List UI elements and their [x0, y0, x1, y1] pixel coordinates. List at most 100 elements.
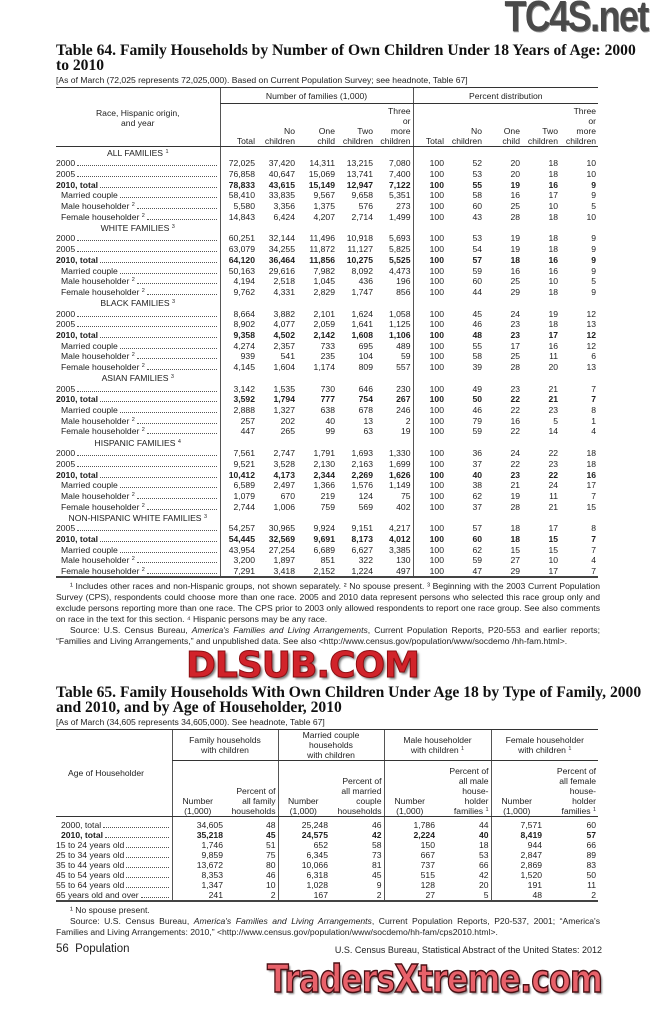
data-cell: 19 — [400, 426, 411, 437]
group-label: NON-HISPANIC WHITE FAMILIES 3 — [68, 512, 207, 523]
data-cell: 6,589 — [219, 479, 257, 491]
dot-leader — [126, 840, 169, 848]
row-label: 2005 — [56, 383, 220, 394]
empty-cell — [560, 437, 598, 448]
row-label-wrap: 2000 — [56, 448, 220, 458]
column-header: One child — [297, 103, 337, 147]
row-label-wrap: Female householder 2 — [56, 212, 220, 222]
data-cell: 73 — [371, 849, 382, 860]
data-cell: 78,833 — [219, 179, 257, 191]
dot-leader — [103, 820, 169, 828]
data-cell: 17 — [522, 565, 560, 578]
data-cell: 13,741 — [346, 169, 373, 180]
table-row: 2005 9,521 3,528 2,130 2,163 1,699 100 37 22 23 18 — [56, 458, 598, 470]
data-cell: 652 — [277, 839, 330, 850]
row-label: Male householder 2 — [56, 491, 220, 502]
source-suffix: , Current Population Reports, P20-537, 2… — [56, 916, 600, 938]
row-label-wrap: 65 years old and over — [56, 890, 172, 901]
data-cell: 23 — [510, 329, 520, 340]
data-cell: 17 — [548, 523, 558, 534]
empty-cell — [412, 436, 446, 448]
data-cell: 9,859 — [171, 849, 225, 860]
row-label-text: Male householder 2 — [61, 276, 135, 287]
empty-cell — [337, 147, 375, 159]
data-cell: 59 — [472, 555, 482, 566]
data-cell: 100 — [412, 329, 446, 341]
row-label-text: 2010, total — [56, 533, 99, 544]
data-cell: 66 — [478, 860, 489, 871]
data-cell: 557 — [396, 362, 411, 373]
data-cell: 8,664 — [219, 308, 257, 319]
footnote-marker: 3 — [170, 374, 174, 381]
row-label: 2000 — [56, 158, 220, 169]
data-cell: 18 — [548, 169, 558, 180]
row-label: Married couple — [56, 340, 220, 351]
row-label-text: 2000 — [56, 233, 76, 244]
dot-leader — [100, 330, 217, 338]
data-cell: 53 — [472, 233, 482, 244]
data-cell: 38 — [472, 480, 482, 491]
dot-leader — [136, 276, 217, 285]
row-label-text: 2005 — [56, 169, 76, 180]
data-cell: 58 — [472, 190, 482, 201]
empty-cell — [375, 297, 413, 308]
empty-cell — [257, 297, 297, 308]
dot-leader — [119, 341, 217, 349]
empty-cell — [412, 297, 446, 309]
group-header: Male householder with children 1 — [383, 728, 492, 761]
group-header: Female householder with children 1 — [490, 728, 599, 761]
data-cell: 17 — [548, 329, 558, 340]
data-cell: 20 — [548, 362, 558, 373]
data-cell: 8 — [591, 405, 597, 416]
data-cell: 33,835 — [268, 190, 295, 201]
empty-cell — [560, 297, 598, 308]
data-cell: 3,882 — [273, 308, 295, 319]
data-cell: 20 — [510, 158, 520, 169]
data-cell: 10,412 — [219, 469, 257, 480]
data-cell: 4,173 — [273, 469, 295, 480]
data-cell: 4,331 — [273, 286, 295, 297]
row-label-wrap: 2000, total — [56, 820, 172, 830]
data-cell: 1,125 — [388, 319, 411, 330]
data-cell: 4,207 — [313, 211, 335, 222]
row-label-text: 2000 — [56, 158, 76, 169]
data-cell: 489 — [396, 340, 411, 351]
data-cell: 60,251 — [219, 233, 257, 244]
row-label-text: 65 years old and over — [56, 890, 139, 901]
row-label-wrap: 2000 — [56, 309, 220, 319]
table-row: Married couple 6,589 2,497 1,366 1,576 1,149 1… — [56, 479, 598, 491]
data-cell: 9,151 — [351, 523, 373, 534]
data-cell: 40 — [478, 829, 489, 840]
data-cell: 32,569 — [268, 533, 295, 544]
table-row: 2010, total 10,412 4,173 2,344 2,269 1,626 100… — [56, 469, 598, 480]
empty-cell — [257, 372, 297, 383]
empty-cell — [522, 512, 560, 523]
data-cell: 196 — [396, 276, 411, 287]
row-label: 15 to 24 years old — [56, 840, 172, 850]
data-cell: 16 — [510, 265, 520, 276]
data-cell: 29 — [484, 565, 522, 578]
empty-cell — [484, 372, 522, 383]
data-cell: 47 — [446, 565, 484, 578]
row-label-wrap: 2005 — [56, 459, 220, 469]
row-label-text: 2010, total — [56, 469, 99, 480]
data-cell: 3,385 — [388, 544, 411, 555]
data-cell: 22 — [510, 458, 520, 469]
data-cell: 17 — [548, 190, 558, 201]
data-cell: 1,626 — [388, 469, 411, 480]
tc4s-watermark: TC4S.net — [504, 0, 650, 41]
data-cell: 1,330 — [388, 448, 411, 459]
data-cell: 6 — [591, 351, 597, 362]
data-cell: 25,248 — [277, 816, 330, 830]
data-cell: 75 — [400, 490, 411, 501]
source-note: Source: U.S. Census Bureau, America's Fa… — [56, 625, 600, 647]
data-cell: 28 — [510, 211, 520, 222]
data-cell: 100 — [412, 351, 446, 362]
empty-cell — [257, 222, 297, 233]
row-label: 2000 — [56, 308, 220, 319]
dot-leader — [126, 880, 169, 889]
data-cell: 7,400 — [388, 169, 411, 180]
row-label: Female householder 2 — [56, 211, 220, 222]
data-cell: 60 — [472, 276, 482, 287]
data-cell: 2 — [330, 890, 384, 903]
